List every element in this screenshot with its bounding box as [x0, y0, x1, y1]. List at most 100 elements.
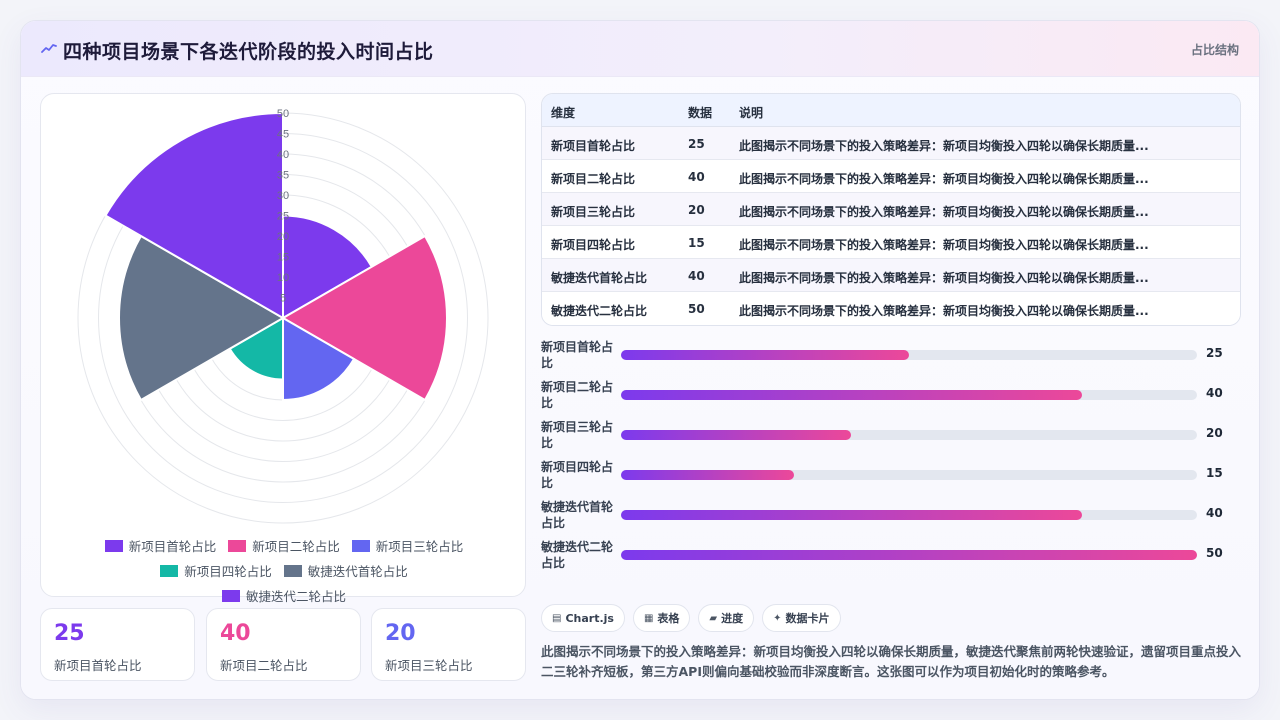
stat-card: 25 新项目首轮占比: [40, 608, 195, 681]
tick-label: 40: [277, 149, 289, 161]
polar-segment: [280, 234, 448, 402]
progress-value: 50: [1206, 546, 1223, 560]
cell-dimension: 新项目三轮占比: [551, 205, 636, 219]
stat-label: 新项目三轮占比: [385, 658, 473, 673]
polar-chart-panel: 5 10 15 20 25 30 35 40 45 50 新项目首轮占比 新项目二轮占比 新项目三轮占…: [40, 93, 526, 604]
stat-card: 40 新项目二轮占比: [206, 608, 361, 681]
progress-label: 敏捷迭代二轮占比: [541, 540, 614, 570]
tick-label: 30: [277, 190, 289, 202]
progress-fill: [621, 550, 1197, 560]
chart-line-icon: [41, 44, 57, 53]
progress-row: 新项目四轮占比 15: [541, 459, 1241, 493]
cell-value: 40: [688, 170, 705, 184]
legend-item[interactable]: 敏捷迭代二轮占比: [221, 586, 346, 605]
legend-label: 新项目三轮占比: [375, 539, 464, 554]
progress-label: 新项目三轮占比: [541, 420, 614, 450]
cell-description: 此图揭示不同场景下的投入策略差异：新项目均衡投入四轮以确保长期质量...: [739, 139, 1149, 153]
stat-value: 40: [220, 621, 251, 646]
column-header-value: 数据: [688, 106, 713, 120]
page-title: 四种项目场景下各迭代阶段的投入时间占比: [63, 41, 434, 63]
cell-dimension: 新项目四轮占比: [551, 238, 636, 252]
legend-label: 新项目首轮占比: [128, 539, 217, 554]
polar-segment: [282, 316, 356, 402]
progress-track: [621, 390, 1197, 400]
progress-track: [621, 550, 1197, 560]
legend-swatch: [228, 539, 247, 552]
cell-value: 20: [688, 203, 705, 217]
legend-label: 敏捷迭代二轮占比: [245, 589, 346, 604]
cell-dimension: 新项目二轮占比: [551, 172, 636, 186]
progress-value: 15: [1206, 466, 1223, 480]
progress-value: 25: [1206, 346, 1223, 360]
legend-item[interactable]: 新项目四轮占比: [160, 561, 272, 580]
progress-fill: [621, 430, 852, 440]
chip-data-cards[interactable]: ✦ 数据卡片: [762, 604, 841, 632]
table-row: 敏捷迭代二轮占比 50 此图揭示不同场景下的投入策略差异：新项目均衡投入四轮以确…: [542, 292, 1240, 325]
header-tag: 占比结构: [1190, 43, 1239, 57]
progress-list: 新项目首轮占比 25 新项目二轮占比 40 新项目三轮占比 20 新项目四轮占比…: [541, 339, 1241, 579]
polar-segment: [282, 214, 374, 320]
stat-label: 新项目首轮占比: [54, 658, 142, 673]
progress-row: 新项目二轮占比 40: [541, 379, 1241, 413]
cell-description: 此图揭示不同场景下的投入策略差异：新项目均衡投入四轮以确保长期质量...: [739, 172, 1149, 186]
chip-chartjs[interactable]: ▤ Chart.js: [541, 604, 625, 632]
legend-item[interactable]: 新项目二轮占比: [228, 536, 340, 555]
progress-track: [621, 350, 1197, 360]
legend-swatch: [351, 539, 370, 552]
tick-label: 25: [277, 211, 289, 223]
tick-label: 5: [280, 293, 286, 305]
cell-value: 50: [688, 302, 705, 316]
legend-swatch: [160, 564, 179, 577]
sparkle-icon: ✦: [773, 612, 782, 624]
cell-value: 25: [688, 137, 705, 151]
progress-row: 敏捷迭代首轮占比 40: [541, 499, 1241, 533]
summary-text: 此图揭示不同场景下的投入策略差异：新项目均衡投入四轮以确保长期质量，敏捷迭代聚焦…: [541, 644, 1242, 679]
data-table: 维度 数据 说明 新项目首轮占比 25 此图揭示不同场景下的投入策略差异：新项目…: [541, 93, 1241, 326]
table-row: 新项目三轮占比 20 此图揭示不同场景下的投入策略差异：新项目均衡投入四轮以确保…: [542, 193, 1240, 226]
legend-label: 敏捷迭代首轮占比: [307, 564, 408, 579]
tick-label: 50: [277, 108, 289, 120]
column-header-dimension: 维度: [551, 106, 576, 120]
legend-label: 新项目四轮占比: [184, 564, 272, 579]
chip-table[interactable]: ▦ 表格: [632, 604, 691, 632]
cell-value: 40: [688, 269, 705, 283]
cell-dimension: 新项目首轮占比: [551, 139, 636, 153]
stat-value: 25: [54, 621, 85, 646]
progress-track: [621, 470, 1197, 480]
progress-track: [621, 510, 1197, 520]
chart-icon: ▤: [552, 612, 562, 624]
stat-label: 新项目二轮占比: [220, 658, 308, 673]
tick-label: 15: [277, 252, 289, 264]
stat-card: 20 新项目三轮占比: [371, 608, 526, 681]
legend-swatch: [221, 589, 240, 602]
legend-item[interactable]: 敏捷迭代首轮占比: [283, 561, 408, 580]
table-row: 敏捷迭代首轮占比 40 此图揭示不同场景下的投入策略差异：新项目均衡投入四轮以确…: [542, 259, 1240, 292]
progress-value: 40: [1206, 386, 1223, 400]
cell-description: 此图揭示不同场景下的投入策略差异：新项目均衡投入四轮以确保长期质量...: [739, 271, 1149, 285]
legend-label: 新项目二轮占比: [252, 539, 340, 554]
tick-label: 35: [277, 170, 289, 182]
table-header: 维度 数据 说明: [542, 94, 1240, 127]
polar-segment: [104, 111, 284, 320]
dashboard-card: 四种项目场景下各迭代阶段的投入时间占比 占比结构 5 10 15 20 25 30 35 40…: [20, 20, 1260, 700]
stat-value: 20: [385, 621, 416, 646]
column-header-description: 说明: [739, 106, 764, 120]
progress-fill: [621, 510, 1082, 520]
tick-label: 45: [277, 129, 289, 141]
polar-segment: [228, 316, 284, 381]
cell-dimension: 敏捷迭代首轮占比: [551, 271, 648, 285]
chip-progress[interactable]: ▰ 进度: [698, 604, 755, 632]
legend-item[interactable]: 新项目首轮占比: [104, 536, 217, 555]
progress-row: 敏捷迭代二轮占比 50: [541, 539, 1241, 573]
progress-fill: [621, 470, 794, 480]
legend-item[interactable]: 新项目三轮占比: [351, 536, 464, 555]
table-row: 新项目四轮占比 15 此图揭示不同场景下的投入策略差异：新项目均衡投入四轮以确保…: [542, 226, 1240, 259]
progress-label: 新项目首轮占比: [541, 340, 614, 370]
progress-row: 新项目首轮占比 25: [541, 339, 1241, 373]
header-bar: 四种项目场景下各迭代阶段的投入时间占比 占比结构: [21, 21, 1259, 77]
feature-chips: ▤ Chart.js ▦ 表格 ▰ 进度 ✦ 数据卡片: [541, 604, 841, 632]
legend-swatch: [283, 564, 302, 577]
chip-label: Chart.js: [565, 611, 614, 625]
progress-label: 敏捷迭代首轮占比: [541, 500, 614, 530]
chart-legend: 新项目首轮占比 新项目二轮占比 新项目三轮占比新项目四轮占比 敏捷迭代首轮占比敏捷迭代…: [41, 536, 527, 605]
